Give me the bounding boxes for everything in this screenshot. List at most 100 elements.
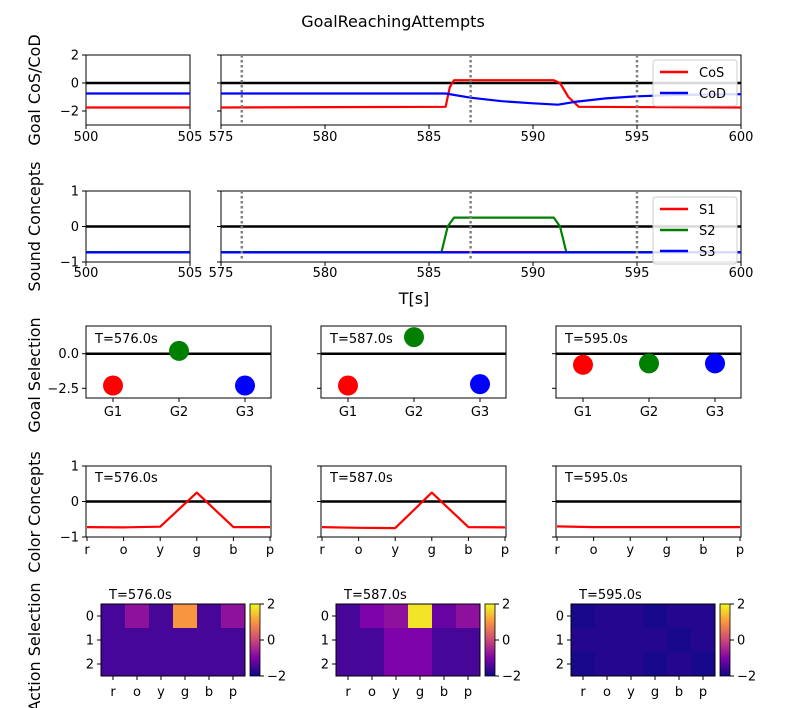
action-selection-xtick-label: y: [627, 685, 635, 700]
sound-concepts-legend-box: [652, 196, 738, 265]
action-selection-xtick-label: b: [675, 685, 683, 700]
color-concepts-series-line: [321, 491, 506, 530]
action-selection-xtick-label: y: [157, 685, 165, 700]
action-selection-xtick-label: g: [416, 685, 424, 700]
action-selection-cell: [149, 604, 174, 629]
action-selection-ytick-label: 1: [86, 634, 94, 649]
action-selection-cell: [173, 652, 198, 677]
goal-selection-xtick-label: G3: [706, 405, 724, 420]
goal-cos-cod-panel-frame: [220, 54, 742, 126]
action-selection-cell: [408, 628, 433, 653]
goal-selection-point-G1: [573, 354, 593, 375]
action-selection-ytick-label: 2: [86, 658, 94, 673]
goal-selection-time-label: T=595.0s: [564, 332, 628, 347]
goal-cos-cod-ytick-label: −2: [60, 105, 79, 120]
color-concepts-time-label: T=595.0s: [564, 471, 628, 486]
goal-cos-cod-xtick-label: 600: [729, 130, 754, 145]
action-selection-cell: [691, 604, 716, 629]
action-selection-cell: [221, 604, 246, 629]
action-selection-xtick-label: p: [229, 685, 237, 700]
color-concepts-xtick-label: p: [266, 543, 274, 558]
goal-selection-ytick-label: 0.0: [58, 347, 79, 362]
goal-selection-point-G3: [470, 374, 490, 395]
color-concepts-xtick-label: g: [428, 543, 436, 558]
action-selection-cell: [595, 604, 620, 629]
goal-cos-cod-xtick-label: 585: [417, 130, 442, 145]
sound-concepts-xtick-label: 585: [417, 266, 442, 281]
action-selection-cell: [360, 604, 385, 629]
action-selection-colorbar-label: −2: [737, 670, 756, 685]
goal-selection-point-G3: [235, 375, 255, 396]
sound-concepts-ytick-label: 1: [71, 185, 79, 200]
action-selection-ytick-label: 0: [86, 610, 94, 625]
action-selection-ytick-label: 2: [321, 658, 329, 673]
action-selection-ytick-label: 1: [556, 634, 564, 649]
action-selection-cell: [432, 652, 457, 677]
sound-concepts-xtick-label: 505: [178, 266, 203, 281]
action-selection-cell: [667, 628, 692, 653]
sound-concepts-xtick-label: 595: [625, 266, 650, 281]
action-selection-cell: [667, 604, 692, 629]
action-selection-cell: [619, 604, 644, 629]
goal-cos-cod-xtick-label: 500: [74, 130, 99, 145]
goal-cos-cod-ylabel: Goal CoS/CoD: [25, 34, 44, 145]
color-concepts-time-label: T=587.0s: [329, 471, 393, 486]
action-selection-cell: [173, 628, 198, 653]
goal-selection-ytick-label: −2.5: [47, 382, 79, 397]
sound-concepts-xtick-label: 500: [74, 266, 99, 281]
action-selection-cell: [571, 604, 596, 629]
goal-selection-xtick-label: G2: [170, 405, 188, 420]
action-selection-xtick-label: b: [440, 685, 448, 700]
action-selection-xtick-label: p: [464, 685, 472, 700]
goal-selection-xtick-label: G1: [339, 405, 357, 420]
action-selection-xtick-label: o: [368, 685, 376, 700]
action-selection-colorbar-label: −2: [502, 670, 521, 685]
color-concepts-time-label: T=576.0s: [94, 471, 158, 486]
goal-cos-cod-panel-frame: [85, 54, 191, 126]
color-concepts-xtick-label: b: [699, 543, 707, 558]
action-selection-cell: [408, 604, 433, 629]
action-selection-cell: [595, 652, 620, 677]
goal-cos-cod-xtick-label: 580: [313, 130, 338, 145]
figure-title: GoalReachingAttempts: [301, 12, 485, 31]
action-selection-ytick-label: 1: [321, 634, 329, 649]
action-selection-colorbar-label: 0: [737, 634, 745, 649]
chart-layer: Goal CoS/CoD −2 0 2 500 505 575 580 585 590 595 600…: [25, 34, 756, 708]
color-concepts-xtick-label: b: [464, 543, 472, 558]
color-concepts-xtick-label: o: [120, 543, 128, 558]
goal-selection-xtick-label: G2: [640, 405, 658, 420]
action-selection-cell: [643, 628, 668, 653]
color-concepts-xtick-label: p: [501, 543, 509, 558]
action-selection-xtick-label: b: [205, 685, 213, 700]
action-selection-cell: [173, 604, 198, 629]
action-selection-colorbar-label: 2: [502, 598, 510, 613]
color-concepts-xtick-label: p: [736, 543, 744, 558]
action-selection-cell: [456, 628, 481, 653]
goal-cos-cod-ytick-label: 0: [71, 77, 79, 92]
color-concepts-series-line: [556, 525, 740, 529]
goal-selection-point-G3: [705, 353, 725, 374]
action-selection-ytick-label: 0: [556, 610, 564, 625]
action-selection-cell: [691, 628, 716, 653]
action-selection-cell: [197, 604, 222, 629]
sound-concepts-xtick-label: 590: [521, 266, 546, 281]
goal-cos-cod-legend-label-CoS: CoS: [699, 66, 724, 81]
action-selection-xtick-label: o: [603, 685, 611, 700]
action-selection-cell: [384, 628, 409, 653]
action-selection-xtick-label: o: [133, 685, 141, 700]
action-selection-ytick-label: 2: [556, 658, 564, 673]
action-selection-colorbar: [719, 603, 731, 677]
action-selection-cell: [432, 604, 457, 629]
goal-selection-ylabel: Goal Selection: [25, 317, 44, 432]
action-selection-cell: [101, 652, 126, 677]
action-selection-cell: [643, 652, 668, 677]
goal-cos-cod-series-CoD: [221, 92, 741, 106]
color-concepts-xtick-label: y: [391, 543, 399, 558]
sound-concepts-xlabel: T[s]: [398, 289, 430, 308]
action-selection-cell: [619, 628, 644, 653]
action-selection-cell: [384, 652, 409, 677]
sound-concepts-xtick-label: 580: [313, 266, 338, 281]
action-selection-xtick-label: r: [345, 685, 351, 700]
goal-selection-xtick-label: G1: [574, 405, 592, 420]
color-concepts-xtick-label: g: [663, 543, 671, 558]
